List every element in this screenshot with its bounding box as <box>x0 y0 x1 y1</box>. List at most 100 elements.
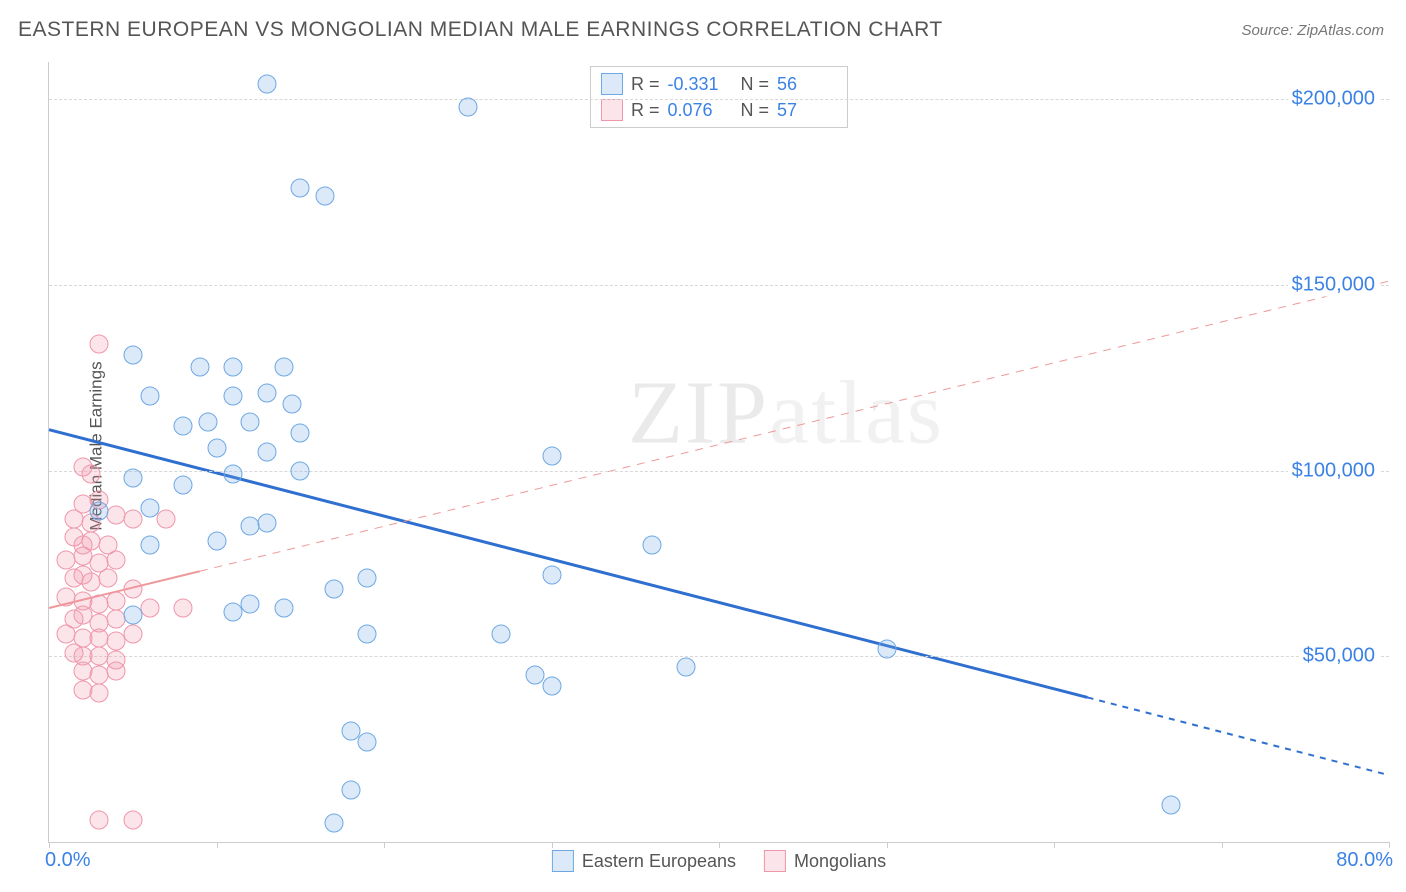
x-tick <box>552 842 553 848</box>
scatter-plot-area: ZIPatlas R = -0.331 N = 56 R = 0.076 N =… <box>48 62 1389 843</box>
legend-item-pink: Mongolians <box>764 850 886 872</box>
x-tick <box>217 842 218 848</box>
swatch-pink-icon <box>764 850 786 872</box>
scatter-point <box>542 677 561 696</box>
scatter-point <box>140 599 159 618</box>
scatter-point <box>207 532 226 551</box>
regression-line-dashed <box>1088 697 1390 775</box>
scatter-point <box>1162 795 1181 814</box>
gridline <box>49 99 1389 100</box>
scatter-point <box>90 684 109 703</box>
n-label: N = <box>736 100 770 121</box>
x-tick <box>384 842 385 848</box>
r-value-blue: -0.331 <box>668 74 728 95</box>
scatter-point <box>123 580 142 599</box>
scatter-point <box>90 810 109 829</box>
scatter-point <box>123 346 142 365</box>
scatter-point <box>877 639 896 658</box>
regression-line-dashed <box>200 281 1389 571</box>
scatter-point <box>140 535 159 554</box>
scatter-point <box>324 580 343 599</box>
scatter-point <box>291 179 310 198</box>
x-tick <box>1389 842 1390 848</box>
scatter-point <box>174 476 193 495</box>
scatter-point <box>542 446 561 465</box>
scatter-point <box>123 606 142 625</box>
scatter-point <box>174 417 193 436</box>
swatch-blue-icon <box>552 850 574 872</box>
scatter-point <box>525 665 544 684</box>
y-tick-label: $50,000 <box>1299 645 1379 668</box>
scatter-point <box>676 658 695 677</box>
x-axis-end-label: 80.0% <box>1336 849 1393 872</box>
scatter-point <box>190 357 209 376</box>
scatter-point <box>257 75 276 94</box>
x-tick <box>1222 842 1223 848</box>
scatter-point <box>358 569 377 588</box>
scatter-point <box>81 465 100 484</box>
scatter-point <box>123 625 142 644</box>
scatter-point <box>282 394 301 413</box>
x-tick <box>887 842 888 848</box>
scatter-point <box>224 387 243 406</box>
scatter-point <box>207 439 226 458</box>
scatter-point <box>341 721 360 740</box>
scatter-point <box>174 599 193 618</box>
scatter-point <box>291 424 310 443</box>
scatter-point <box>341 781 360 800</box>
r-label: R = <box>631 74 660 95</box>
scatter-point <box>73 662 92 681</box>
scatter-point <box>241 595 260 614</box>
scatter-point <box>358 625 377 644</box>
scatter-point <box>241 413 260 432</box>
scatter-point <box>56 625 75 644</box>
scatter-point <box>542 565 561 584</box>
scatter-point <box>123 810 142 829</box>
gridline <box>49 285 1389 286</box>
gridline <box>49 656 1389 657</box>
scatter-point <box>492 625 511 644</box>
scatter-point <box>98 569 117 588</box>
swatch-blue-icon <box>601 73 623 95</box>
scatter-point <box>291 461 310 480</box>
scatter-point <box>123 469 142 488</box>
scatter-point <box>107 506 126 525</box>
source-attribution: Source: ZipAtlas.com <box>1241 22 1384 39</box>
scatter-point <box>140 498 159 517</box>
scatter-point <box>316 186 335 205</box>
scatter-point <box>257 513 276 532</box>
n-value-pink: 57 <box>777 100 837 121</box>
scatter-point <box>107 662 126 681</box>
scatter-point <box>90 628 109 647</box>
scatter-point <box>224 357 243 376</box>
gridline <box>49 471 1389 472</box>
scatter-point <box>358 732 377 751</box>
stats-row-pink: R = 0.076 N = 57 <box>599 97 839 123</box>
legend-label-blue: Eastern Europeans <box>582 851 736 872</box>
scatter-point <box>257 443 276 462</box>
swatch-pink-icon <box>601 99 623 121</box>
scatter-point <box>274 357 293 376</box>
scatter-point <box>107 550 126 569</box>
n-value-blue: 56 <box>777 74 837 95</box>
r-label: R = <box>631 100 660 121</box>
r-value-pink: 0.076 <box>668 100 728 121</box>
scatter-point <box>65 509 84 528</box>
x-axis-start-label: 0.0% <box>45 849 91 872</box>
stats-row-blue: R = -0.331 N = 56 <box>599 71 839 97</box>
scatter-point <box>90 335 109 354</box>
scatter-point <box>73 680 92 699</box>
y-tick-label: $200,000 <box>1288 88 1379 111</box>
scatter-point <box>107 591 126 610</box>
legend-label-pink: Mongolians <box>794 851 886 872</box>
stats-legend-box: R = -0.331 N = 56 R = 0.076 N = 57 <box>590 66 848 128</box>
regression-lines-layer <box>49 62 1389 842</box>
scatter-point <box>123 509 142 528</box>
scatter-point <box>56 587 75 606</box>
scatter-point <box>90 647 109 666</box>
y-tick-label: $150,000 <box>1288 273 1379 296</box>
scatter-point <box>157 509 176 528</box>
series-legend: Eastern Europeans Mongolians <box>552 850 886 872</box>
scatter-point <box>257 383 276 402</box>
scatter-point <box>199 413 218 432</box>
